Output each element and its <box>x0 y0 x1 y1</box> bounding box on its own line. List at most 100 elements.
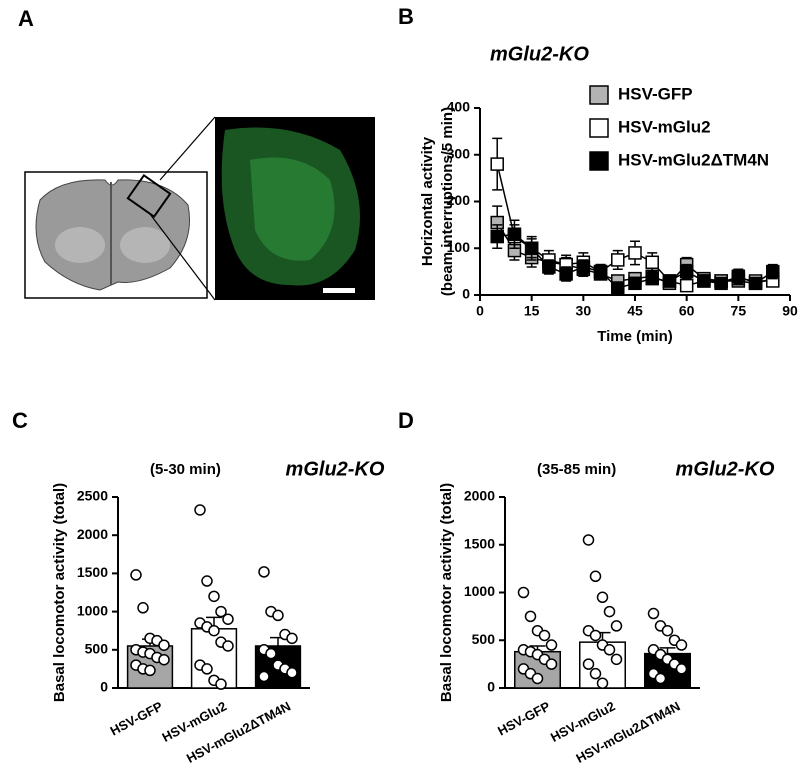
data-point <box>538 629 551 642</box>
data-point <box>603 605 616 618</box>
x-tick-label: 45 <box>627 303 643 319</box>
y-tick-label: 0 <box>487 679 495 695</box>
data-point <box>201 575 213 587</box>
data-point <box>545 639 558 651</box>
y-tick-label: 1000 <box>77 602 108 618</box>
data-point <box>610 653 623 666</box>
marker <box>766 264 780 279</box>
x-tick-label: 75 <box>731 303 747 319</box>
y-tick-label: 1000 <box>464 583 495 599</box>
marker <box>714 276 728 291</box>
marker <box>679 264 694 279</box>
data-point <box>208 590 220 603</box>
data-point <box>222 613 234 625</box>
data-point <box>545 658 558 670</box>
data-point <box>222 640 234 652</box>
y-axis-label: Horizontal activity <box>419 136 436 266</box>
data-point <box>144 664 156 677</box>
legend-marker <box>589 85 609 105</box>
data-point <box>647 607 660 620</box>
data-point <box>258 566 270 578</box>
data-point <box>137 602 149 614</box>
y-tick-label: 100 <box>447 239 471 255</box>
panel-label: B <box>398 4 414 29</box>
data-point <box>158 653 170 666</box>
data-point <box>208 624 220 637</box>
marker <box>662 274 677 288</box>
y-tick-label: 0 <box>462 286 470 302</box>
data-point <box>194 504 206 516</box>
legend-label: HSV-mGlu2 <box>618 117 711 136</box>
data-point <box>589 667 602 680</box>
legend-marker <box>589 151 609 171</box>
panel-label: D <box>398 408 414 433</box>
x-tick-label: 60 <box>679 303 695 319</box>
brain-section <box>24 116 216 301</box>
y-tick-label: 1500 <box>77 564 108 580</box>
marker <box>679 278 694 293</box>
y-tick-label: 500 <box>85 641 109 657</box>
data-point <box>531 672 544 685</box>
subtitle: (35-85 min) <box>537 461 616 478</box>
marker <box>731 269 746 284</box>
data-point <box>675 663 688 675</box>
data-point <box>130 569 142 581</box>
marker <box>628 246 642 260</box>
data-point <box>582 658 595 670</box>
data-point <box>265 647 277 660</box>
data-point <box>272 609 284 622</box>
x-tick-label: HSV-GFP <box>495 698 553 738</box>
y-tick-label: 1500 <box>464 535 495 551</box>
data-point <box>201 663 213 675</box>
data-point <box>589 629 602 642</box>
data-point <box>215 678 227 690</box>
panel-label: A <box>18 6 34 31</box>
marker <box>645 271 659 286</box>
marker <box>593 264 608 279</box>
data-point <box>610 620 623 632</box>
data-point <box>589 570 602 583</box>
data-point <box>286 666 298 679</box>
marker <box>507 227 522 241</box>
marker <box>645 255 659 270</box>
marker <box>611 281 625 295</box>
y-axis-label: Basal locomotor activity (total) <box>51 483 68 702</box>
x-tick-label: 15 <box>524 303 540 319</box>
data-point <box>596 677 609 689</box>
marker <box>611 253 625 267</box>
data-point <box>524 610 537 623</box>
series-line <box>496 163 773 287</box>
data-point <box>661 624 674 637</box>
x-tick-label: HSV-GFP <box>108 698 166 738</box>
subtitle: (5-30 min) <box>150 461 221 478</box>
data-point <box>258 670 270 683</box>
data-point <box>286 632 298 645</box>
marker <box>542 260 556 274</box>
marker <box>490 229 504 244</box>
marker <box>576 260 591 274</box>
marker <box>490 157 504 171</box>
x-tick-label: 0 <box>476 303 484 319</box>
x-tick-label: HSV-mGlu2ΔTM4N <box>184 698 293 765</box>
data-point <box>675 639 688 651</box>
y-tick-label: 500 <box>472 631 496 647</box>
marker <box>524 241 539 255</box>
data-point <box>603 644 616 656</box>
data-point <box>215 605 227 618</box>
y-tick-label: 2000 <box>464 488 495 504</box>
marker <box>628 276 642 291</box>
error-bar <box>659 647 676 654</box>
y-tick-label: 400 <box>447 99 471 115</box>
x-tick-label: 30 <box>576 303 592 319</box>
x-tick-label: 90 <box>782 303 798 319</box>
marker <box>748 276 763 291</box>
chart-title: mGlu2-KO <box>490 43 589 65</box>
data-point <box>582 534 595 546</box>
panel-label: C <box>12 408 28 433</box>
y-tick-label: 2500 <box>77 488 108 504</box>
marker <box>697 274 711 288</box>
y-tick-label: 0 <box>100 679 108 695</box>
legend-marker <box>589 118 609 138</box>
annotation: mGlu2-KO <box>286 458 385 480</box>
